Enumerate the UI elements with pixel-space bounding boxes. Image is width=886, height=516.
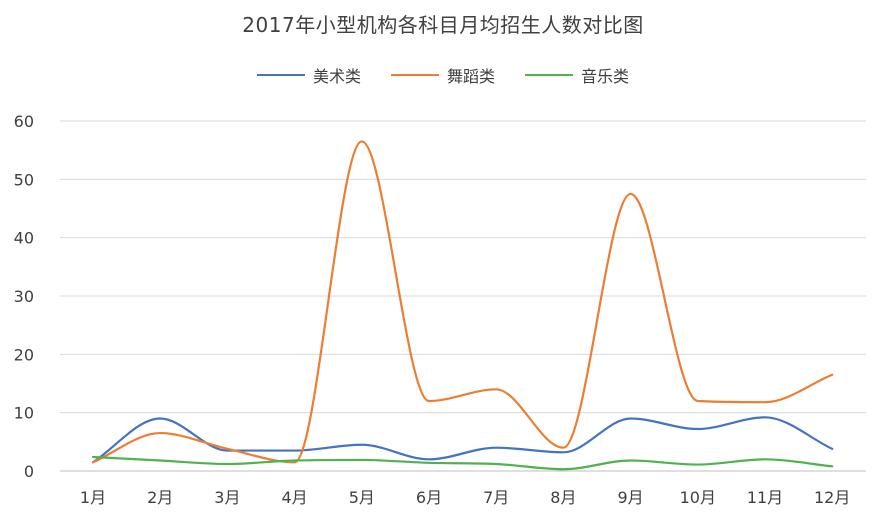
x-tick-label-8: 9月 <box>618 488 644 507</box>
series-2-point-0 <box>90 454 96 460</box>
series-1-point-8 <box>628 191 634 197</box>
y-tick-label-5: 50 <box>14 170 34 189</box>
y-tick-label-6: 60 <box>14 112 34 131</box>
series-1-point-1 <box>157 430 163 436</box>
series-0-point-11 <box>829 446 835 452</box>
series-1-point-10 <box>762 399 768 405</box>
x-tick-label-4: 5月 <box>349 488 375 507</box>
legend-item-0: 美术类 <box>256 63 361 87</box>
series-1-point-4 <box>359 138 365 144</box>
legend-label-0: 美术类 <box>312 67 361 86</box>
x-tick-label-10: 11月 <box>747 488 783 507</box>
x-tick-label-0: 1月 <box>80 488 106 507</box>
series-line-1 <box>91 140 834 464</box>
series-2-point-1 <box>157 458 163 464</box>
series-0-point-9 <box>695 426 701 432</box>
series-2-point-2 <box>224 461 230 467</box>
series-0-point-1 <box>157 416 163 422</box>
series-0-point-3 <box>292 448 298 454</box>
x-tick-label-9: 10月 <box>680 488 716 507</box>
series-1-point-0 <box>90 459 96 465</box>
series-0-point-8 <box>628 416 634 422</box>
series-1-point-5 <box>426 398 432 404</box>
series-2-point-10 <box>762 456 768 462</box>
series-line-0 <box>91 416 834 464</box>
legend-label-1: 舞蹈类 <box>446 67 495 86</box>
x-tick-label-6: 7月 <box>483 488 509 507</box>
legend-swatch-2 <box>525 73 573 77</box>
y-tick-label-4: 40 <box>14 229 34 248</box>
legend: 美术类 舞蹈类 音乐类 <box>0 63 886 87</box>
series-2-point-3 <box>292 458 298 464</box>
series-0-point-4 <box>359 442 365 448</box>
series-0-point-6 <box>493 445 499 451</box>
legend-swatch-0 <box>256 73 305 77</box>
series-1-point-2 <box>224 446 230 452</box>
series-2-point-9 <box>695 462 701 468</box>
legend-swatch-1 <box>390 73 439 77</box>
y-tick-label-0: 0 <box>24 462 34 481</box>
series-1-point-11 <box>829 372 835 378</box>
series-2-point-4 <box>359 457 365 463</box>
x-tick-label-2: 3月 <box>214 488 240 507</box>
y-tick-label-1: 10 <box>14 404 34 423</box>
series-line-2 <box>91 455 834 471</box>
series-2-point-6 <box>493 461 499 467</box>
series-1-point-9 <box>695 398 701 404</box>
chart-title: 2017年小型机构各科目月均招生人数对比图 <box>242 13 644 37</box>
legend-label-2: 音乐类 <box>581 67 630 86</box>
y-tick-label-2: 20 <box>14 345 34 364</box>
series-1-point-6 <box>493 386 499 392</box>
series-2-point-5 <box>426 460 432 466</box>
x-tick-label-5: 6月 <box>416 488 442 507</box>
legend-item-2: 音乐类 <box>525 63 629 87</box>
y-tick-label-3: 30 <box>14 287 34 306</box>
series-2-point-8 <box>628 458 634 464</box>
series-0-point-10 <box>762 414 768 420</box>
x-tick-label-1: 2月 <box>147 488 173 507</box>
legend-item-1: 舞蹈类 <box>390 63 495 87</box>
series-2-point-11 <box>829 463 835 469</box>
series-1-point-7 <box>560 445 566 451</box>
x-tick-label-3: 4月 <box>282 488 308 507</box>
series-2-point-7 <box>560 466 566 472</box>
x-tick-label-7: 8月 <box>550 488 576 507</box>
x-tick-label-11: 12月 <box>814 488 850 507</box>
